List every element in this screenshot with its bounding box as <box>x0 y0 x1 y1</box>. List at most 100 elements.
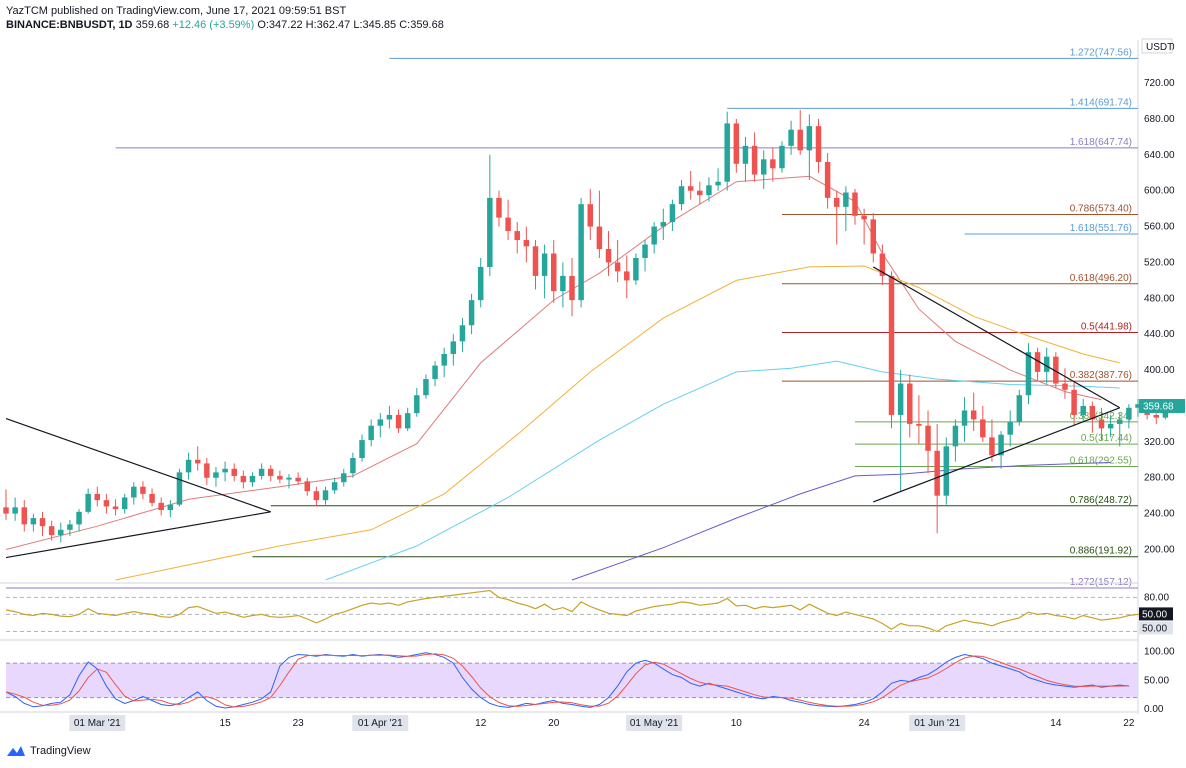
candle-body <box>706 185 712 196</box>
candle-body <box>21 507 27 525</box>
candle <box>441 347 447 378</box>
candle-body <box>1016 395 1023 423</box>
last-price: 359.68 <box>135 19 170 31</box>
candle-body <box>614 262 621 272</box>
candle <box>1071 380 1077 426</box>
candle <box>587 188 593 241</box>
brand-label: TradingView <box>30 745 91 757</box>
candle <box>48 520 55 541</box>
candle-body <box>423 379 429 396</box>
time-tick-label: 12 <box>475 718 487 729</box>
candle-body <box>350 458 356 474</box>
candle-body <box>806 126 813 151</box>
time-tick-label: 24 <box>859 718 871 729</box>
triangle-left-line <box>5 417 271 513</box>
moving-average-line <box>325 360 1120 581</box>
candle-body <box>560 275 566 292</box>
candle-body <box>103 500 110 507</box>
candle <box>760 150 767 189</box>
time-tick-label: 01 May '21 <box>630 718 679 729</box>
candle <box>952 419 959 462</box>
candle <box>788 120 794 155</box>
candle-body <box>980 419 986 438</box>
time-tick-label: 22 <box>1123 718 1135 729</box>
candle <box>824 153 831 209</box>
fib-level-label: 1.618(647.74) <box>1070 137 1132 148</box>
candle-body <box>532 246 539 276</box>
candle <box>870 213 876 263</box>
candle <box>131 482 137 505</box>
candle-body <box>733 123 740 164</box>
candle <box>888 271 895 429</box>
candle <box>103 493 110 514</box>
candle <box>596 190 603 258</box>
candle <box>989 419 995 462</box>
candle-body <box>414 395 420 414</box>
stoch-tick-label: 0.00 <box>1144 704 1164 715</box>
candle-body <box>669 204 676 223</box>
fib-level-label: 0.786(573.40) <box>1070 204 1132 215</box>
candle-body <box>1043 356 1050 372</box>
candle <box>459 318 466 353</box>
candle <box>724 111 730 191</box>
candle <box>386 405 393 429</box>
candle-body <box>907 383 913 424</box>
price-tick-label: 480.00 <box>1144 293 1175 304</box>
candle <box>194 446 201 471</box>
candle <box>642 240 648 272</box>
candle-body <box>94 493 101 501</box>
time-tick-label: 23 <box>293 718 305 729</box>
candle-body <box>249 475 256 483</box>
candle <box>551 240 557 303</box>
footer: TradingView <box>6 745 91 757</box>
candle <box>605 231 612 276</box>
time-tick-label: 01 Jun '21 <box>914 718 960 729</box>
candle <box>149 488 155 507</box>
candle-body <box>167 504 174 511</box>
candle <box>295 472 301 485</box>
candle <box>1080 398 1086 423</box>
candle <box>806 114 813 180</box>
price-tick-label: 440.00 <box>1144 329 1175 340</box>
candle-body <box>770 159 776 169</box>
candle <box>39 511 46 537</box>
candle-body <box>824 161 831 198</box>
candle <box>176 468 183 507</box>
rsi-value-label: 50.00 <box>1142 609 1167 620</box>
candle <box>770 147 776 182</box>
price-chart[interactable]: 200.00240.00280.00320.00360.00400.00440.… <box>0 30 1186 742</box>
candle <box>213 466 219 487</box>
candle-body <box>751 145 758 175</box>
candle-body <box>386 414 393 420</box>
chart-header: YazTCM published on TradingView.com, Jun… <box>6 4 444 32</box>
stoch-tick-label: 50.00 <box>1144 675 1169 686</box>
candle-body <box>715 181 721 186</box>
candle <box>185 452 192 480</box>
triangle-right-line <box>873 407 1120 503</box>
publisher-line: YazTCM published on TradingView.com, Jun… <box>6 5 347 17</box>
candle-body <box>642 244 648 258</box>
rsi-level-label: 50.00 <box>1142 623 1167 634</box>
candle-body <box>523 240 530 247</box>
candle <box>1135 398 1141 417</box>
candle <box>861 208 867 245</box>
candle-body <box>286 477 292 480</box>
candle-body <box>258 468 265 476</box>
fib-level-label: 1.618(551.76) <box>1070 223 1132 234</box>
candle-body <box>834 197 840 207</box>
candle <box>377 413 384 438</box>
candle-body <box>487 197 493 267</box>
candle <box>797 109 803 155</box>
candle <box>1025 343 1032 405</box>
candle-body <box>970 410 977 420</box>
time-tick-label: 01 Apr '21 <box>358 718 403 729</box>
candle-body <box>578 204 584 301</box>
candle <box>1126 404 1132 429</box>
candle <box>1034 347 1041 381</box>
symbol-label: BINANCE:BNBUSDT, 1D <box>6 19 133 31</box>
candle-body <box>1107 423 1114 429</box>
candle-body <box>432 365 438 380</box>
candle <box>12 497 18 521</box>
candle-body <box>1034 352 1041 372</box>
candle <box>268 465 274 482</box>
